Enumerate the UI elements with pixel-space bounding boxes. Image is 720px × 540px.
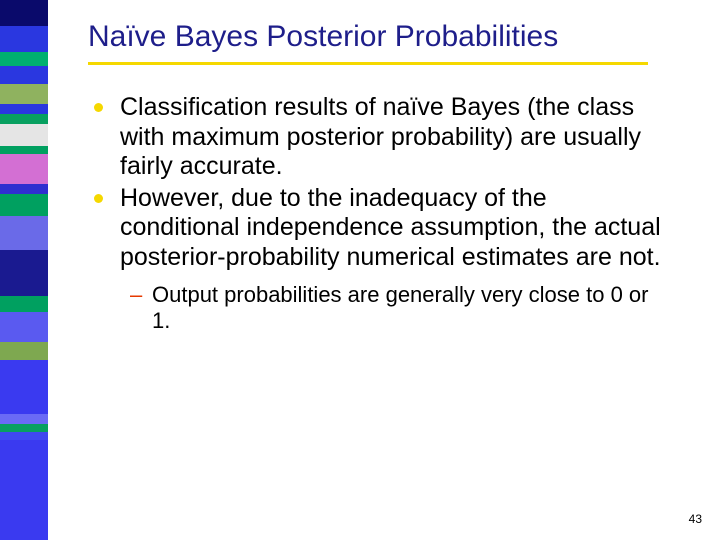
sidebar-stripe xyxy=(0,124,48,146)
sidebar-stripe xyxy=(0,0,48,26)
sidebar-stripe xyxy=(0,342,48,360)
sidebar-stripe xyxy=(0,52,48,66)
sidebar-stripe xyxy=(0,216,48,250)
slide-title: Naïve Bayes Posterior Probabilities xyxy=(88,20,670,54)
sidebar-stripe xyxy=(0,146,48,154)
bullet-text: Classification results of naïve Bayes (t… xyxy=(120,93,641,180)
sidebar-stripe xyxy=(0,84,48,104)
page-number: 43 xyxy=(689,512,702,526)
sidebar-stripe xyxy=(0,432,48,440)
sidebar-stripe xyxy=(0,104,48,114)
dash-icon: – xyxy=(130,282,142,308)
sidebar-stripe xyxy=(0,26,48,52)
sidebar-stripe xyxy=(0,440,48,540)
bullet-item: However, due to the inadequacy of the co… xyxy=(94,184,670,335)
bullet-list: Classification results of naïve Bayes (t… xyxy=(88,93,670,335)
sidebar-stripe xyxy=(0,184,48,194)
bullet-item: Classification results of naïve Bayes (t… xyxy=(94,93,670,182)
bullet-dot-icon xyxy=(94,103,103,112)
sidebar-stripe xyxy=(0,414,48,424)
sidebar-stripe xyxy=(0,312,48,342)
bullet-text: However, due to the inadequacy of the co… xyxy=(120,184,661,271)
sidebar-stripe xyxy=(0,296,48,312)
sidebar-stripe xyxy=(0,360,48,414)
sidebar-stripe xyxy=(0,250,48,296)
sidebar-stripe xyxy=(0,194,48,216)
title-underline xyxy=(88,62,648,65)
sidebar-stripe xyxy=(0,424,48,432)
bullet-dot-icon xyxy=(94,194,103,203)
slide-content: Naïve Bayes Posterior Probabilities Clas… xyxy=(48,0,720,540)
sub-bullet-list: – Output probabilities are generally ver… xyxy=(120,282,670,335)
sub-bullet-item: – Output probabilities are generally ver… xyxy=(130,282,670,335)
sidebar-stripe xyxy=(0,154,48,184)
sidebar-stripe xyxy=(0,66,48,84)
sub-bullet-text: Output probabilities are generally very … xyxy=(152,282,648,333)
sidebar-stripe xyxy=(0,114,48,124)
decorative-sidebar xyxy=(0,0,48,540)
